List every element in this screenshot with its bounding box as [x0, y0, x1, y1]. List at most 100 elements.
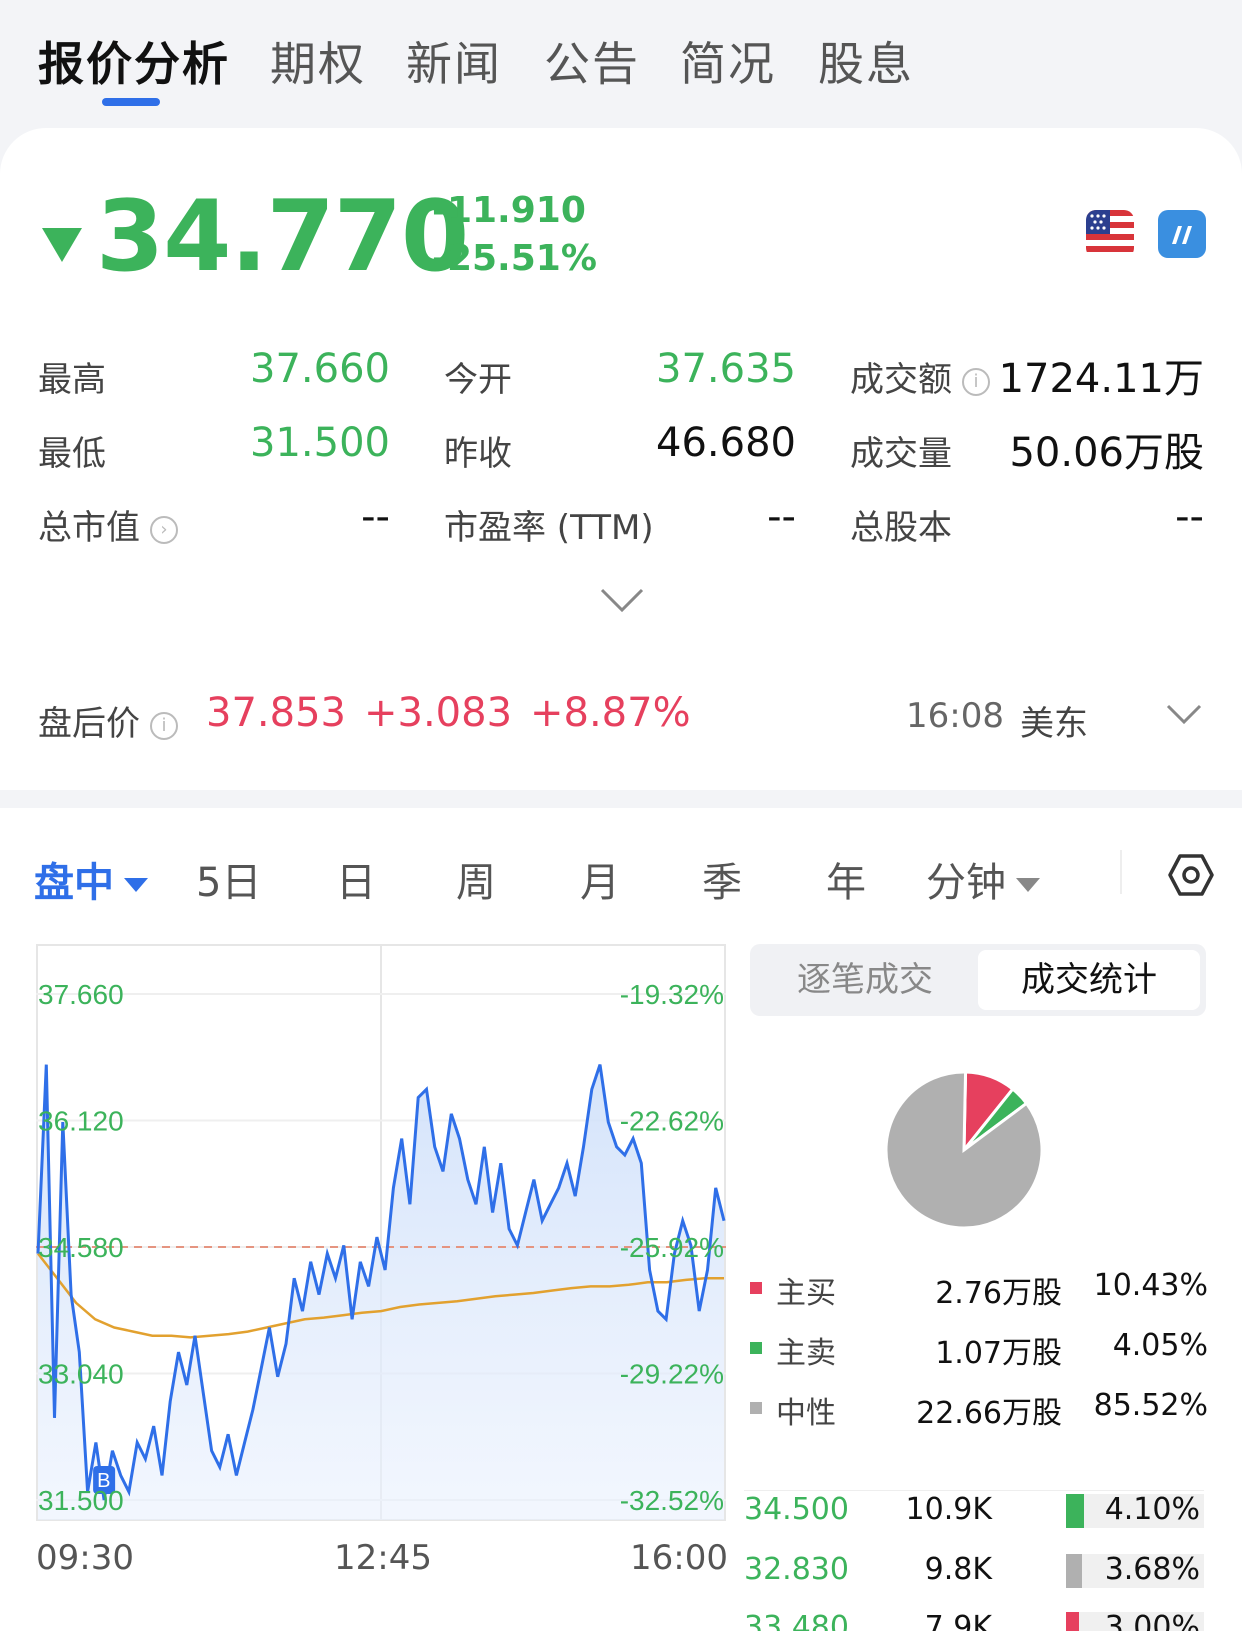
tab-quote-analysis[interactable]: 报价分析 — [38, 37, 230, 91]
expand-chevron-icon[interactable] — [600, 588, 644, 614]
y-tick-left: 36.120 — [38, 1106, 124, 1137]
tab-separator — [1120, 850, 1122, 894]
trade-pie-chart — [884, 1070, 1044, 1230]
info-icon[interactable]: i — [962, 367, 990, 396]
chart-tab-day[interactable]: 日 — [336, 860, 376, 906]
prev-close-value: 46.680 — [656, 420, 796, 466]
current-price: 34.770 — [96, 180, 469, 294]
volume-value: 50.06万股 — [1009, 430, 1204, 476]
legend-name: 中性 — [776, 1396, 836, 1431]
after-hours-zone: 美东 — [1020, 704, 1088, 744]
panel-divider — [744, 1490, 1204, 1491]
legend-vol: 2.76万股 — [935, 1276, 1062, 1311]
settings-icon[interactable] — [1168, 852, 1214, 898]
open-value: 37.635 — [656, 346, 796, 392]
chart-tab-week[interactable]: 周 — [456, 860, 496, 906]
dist-volume: 9.8K — [924, 1552, 992, 1587]
pe-label: 市盈率 (TTM) — [444, 508, 654, 548]
price-change-pct: -25.51% — [432, 238, 597, 279]
dist-bar-track — [1066, 1554, 1204, 1588]
average-price-line — [37, 1252, 724, 1339]
legend-pct: 85.52% — [1093, 1388, 1208, 1423]
dist-volume: 7.9K — [924, 1610, 992, 1631]
legend-name: 主卖 — [776, 1336, 836, 1371]
dist-bar — [1066, 1612, 1079, 1631]
buy-marker-badge — [93, 1466, 116, 1494]
tab-news[interactable]: 新闻 — [406, 37, 502, 91]
chart-tab-quarter[interactable]: 季 — [702, 860, 742, 906]
price-change: -11.910 — [432, 190, 586, 231]
quote-card — [0, 128, 1242, 790]
mktcap-label[interactable]: 总市值 › — [38, 500, 178, 549]
neutral-swatch — [750, 1402, 762, 1414]
caret-down-icon — [1016, 878, 1040, 892]
y-tick-right: -25.92% — [620, 1232, 724, 1263]
tab-announcements[interactable]: 公告 — [544, 37, 640, 91]
chart-tab-intraday[interactable]: 盘中 — [34, 850, 148, 908]
turnover-label-text: 成交额 — [850, 360, 952, 400]
dist-price: 33.480 — [744, 1610, 849, 1631]
dist-bar — [1066, 1554, 1082, 1588]
price-distribution-row: 32.830 9.8K 3.68% — [744, 1552, 1204, 1592]
legend-buy: 主买 2.76万股 10.43% — [748, 1268, 1208, 1311]
low-value: 31.500 — [250, 420, 390, 466]
x-tick-mid: 12:45 — [334, 1538, 432, 1578]
y-axis-right: -19.32% -22.62% -25.92% -29.22% -32.52% — [620, 979, 724, 1516]
low-label: 最低 — [38, 434, 106, 474]
total-shares-value: -- — [1175, 494, 1204, 540]
dist-pct: 4.10% — [1104, 1492, 1200, 1527]
price-distribution-row: 33.480 7.9K 3.00% — [744, 1610, 1204, 1631]
dist-bar-track — [1066, 1612, 1204, 1631]
us-flag-icon — [1086, 210, 1134, 258]
chart-tab-minute[interactable]: 分钟 — [926, 850, 1040, 908]
tab-dividends[interactable]: 股息 — [818, 37, 914, 91]
trade-view-toggle: 逐笔成交 成交统计 — [750, 944, 1206, 1016]
dist-bar — [1066, 1494, 1084, 1528]
legend-vol: 1.07万股 — [935, 1336, 1062, 1371]
legend-neutral: 中性 22.66万股 85.52% — [748, 1388, 1208, 1431]
after-hours-price: 37.853 — [206, 690, 346, 736]
buy-marker[interactable]: B — [93, 1466, 116, 1494]
pie-slice — [884, 1070, 1044, 1230]
chart-tab-5day[interactable]: 5日 — [196, 860, 262, 906]
down-arrow-icon — [42, 228, 82, 262]
after-hours-label: 盘后价 i — [38, 696, 178, 745]
x-tick-open: 09:30 — [36, 1538, 134, 1578]
caret-down-icon — [124, 878, 148, 892]
trade-stats-toggle[interactable]: 成交统计 — [978, 950, 1200, 1010]
y-tick-right: -32.52% — [620, 1485, 724, 1516]
dist-pct: 3.68% — [1104, 1552, 1200, 1587]
chart-tab-intraday-label: 盘中 — [34, 860, 114, 906]
tab-profile[interactable]: 简况 — [680, 37, 776, 91]
top-tab-bar: 报价分析 期权 新闻 公告 简况 股息 — [0, 0, 1242, 128]
legend-pct: 10.43% — [1093, 1268, 1208, 1303]
y-axis-left: 37.660 36.120 34.580 33.040 31.500 — [38, 979, 124, 1516]
pe-value: -- — [767, 494, 796, 540]
high-label: 最高 — [38, 360, 106, 400]
price-area-fill — [38, 1064, 724, 1520]
after-hours-change-pct: +8.87% — [530, 690, 691, 736]
info-icon[interactable]: i — [150, 711, 178, 740]
intraday-chart[interactable]: B 37.660 36.120 34.580 33.040 31.500 -19.32%… — [36, 944, 726, 1522]
after-hours-label-text: 盘后价 — [38, 704, 140, 744]
active-tab-indicator — [102, 98, 160, 106]
tick-trades-toggle[interactable]: 逐笔成交 — [797, 960, 933, 1000]
after-hours-chevron-icon[interactable] — [1166, 704, 1202, 726]
legend-vol: 22.66万股 — [916, 1396, 1062, 1431]
open-label: 今开 — [444, 360, 512, 400]
y-tick-left: 31.500 — [38, 1485, 124, 1516]
chevron-right-icon[interactable]: › — [150, 515, 178, 544]
price-line — [36, 1064, 726, 1501]
after-hours-change: +3.083 — [364, 690, 513, 736]
exchange-logo-icon[interactable] — [1158, 210, 1206, 258]
chart-tab-month[interactable]: 月 — [580, 860, 620, 906]
tab-options[interactable]: 期权 — [270, 37, 366, 91]
volume-label: 成交量 — [850, 434, 952, 474]
chart-tab-year[interactable]: 年 — [826, 860, 866, 906]
y-tick-left: 33.040 — [38, 1359, 124, 1390]
y-tick-right: -22.62% — [620, 1106, 724, 1137]
legend-pct: 4.05% — [1112, 1328, 1208, 1363]
x-tick-close: 16:00 — [630, 1538, 728, 1578]
buy-marker-label: B — [97, 1470, 110, 1492]
dist-volume: 10.9K — [905, 1492, 992, 1527]
